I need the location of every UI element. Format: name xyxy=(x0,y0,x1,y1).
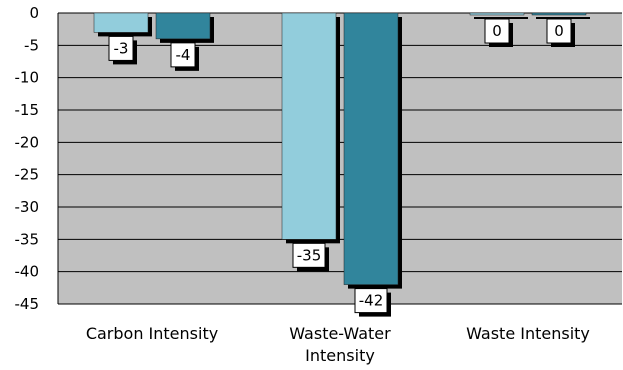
y-tick-label: 0 xyxy=(29,4,39,22)
data-label-box xyxy=(292,242,326,268)
data-label-box xyxy=(546,18,572,44)
bar xyxy=(93,12,149,33)
x-tick-label: Waste Intensity xyxy=(466,324,590,343)
data-label-box xyxy=(354,288,388,314)
y-tick-label: -10 xyxy=(15,69,40,87)
y-tick-label: -40 xyxy=(15,263,40,281)
data-label-box xyxy=(108,35,134,61)
data-label: -4 xyxy=(176,46,191,64)
bar xyxy=(531,12,587,16)
data-label-box xyxy=(484,18,510,44)
bar xyxy=(155,12,211,40)
y-tick-label: -15 xyxy=(15,101,40,119)
data-labels: -3 -4 -35 -42 0 0 xyxy=(108,18,575,317)
y-tick-label: -45 xyxy=(15,295,40,313)
data-label: -35 xyxy=(297,246,322,264)
bar xyxy=(343,12,399,285)
y-tick-label: -5 xyxy=(24,36,39,54)
data-label: -42 xyxy=(359,292,384,310)
data-label: -3 xyxy=(114,39,129,57)
bar xyxy=(469,12,525,16)
x-axis: Carbon Intensity Waste-Water Intensity Wast… xyxy=(86,324,590,365)
bar-shadow xyxy=(536,17,590,19)
y-tick-label: -20 xyxy=(15,133,40,151)
bar xyxy=(281,12,337,240)
data-label: 0 xyxy=(492,22,502,40)
data-label-box xyxy=(170,42,196,68)
x-tick-label: Waste-Water Intensity xyxy=(289,324,391,365)
data-label: 0 xyxy=(554,22,564,40)
y-tick-label: -30 xyxy=(15,198,40,216)
y-axis: 0 -5 -10 -15 -20 -25 -30 -35 -40 -45 xyxy=(15,4,59,313)
bars xyxy=(93,12,590,289)
y-tick-label: -25 xyxy=(15,166,40,184)
bar-shadow xyxy=(474,17,528,19)
y-tick-label: -35 xyxy=(15,230,40,248)
x-tick-label: Carbon Intensity xyxy=(86,324,218,343)
